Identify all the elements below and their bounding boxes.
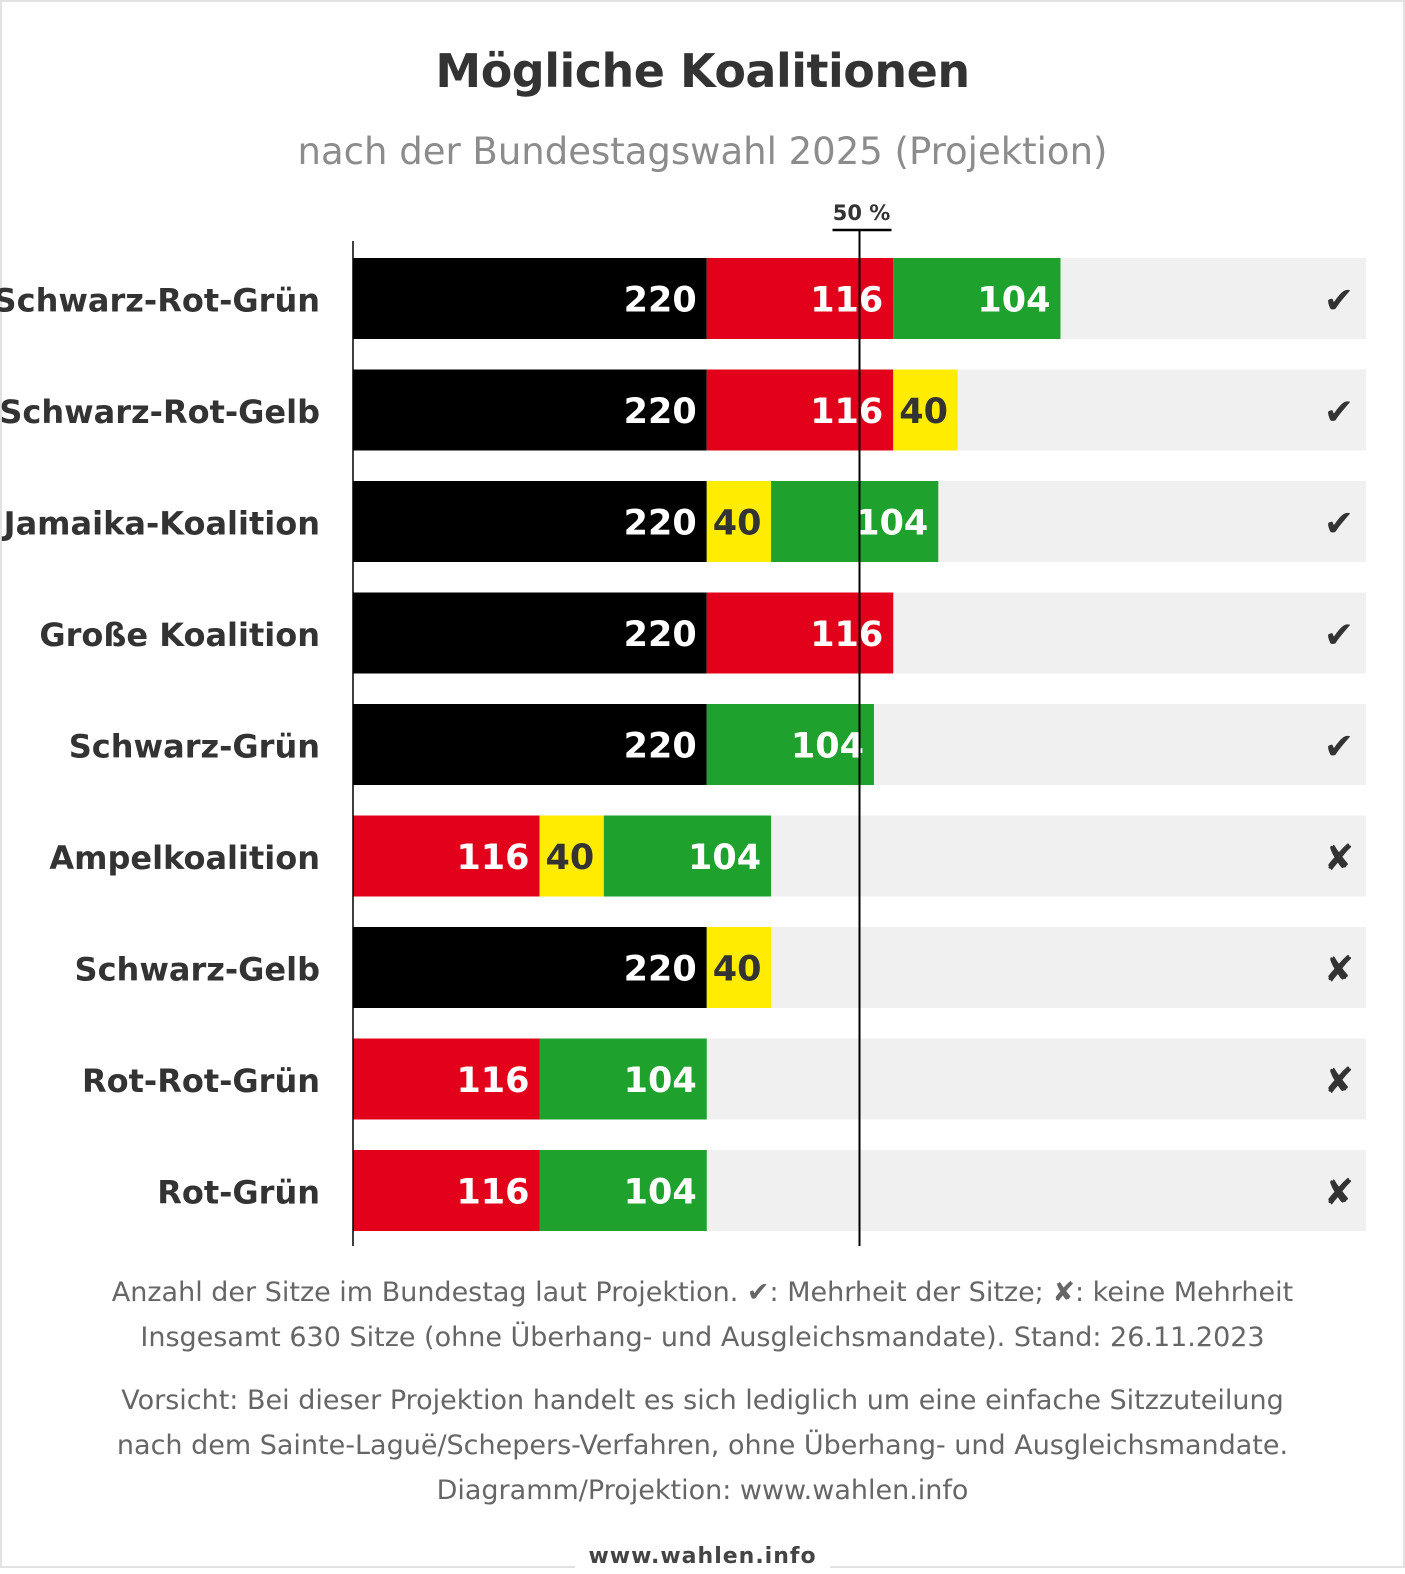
data-label-ampelkoalition-3: 104 [688, 838, 761, 878]
bar-segment-rot-rot-gruen-3 [539, 1038, 707, 1120]
bar-segment-ampelkoalition-3 [603, 815, 772, 897]
bar-segment-schwarz-rot-gruen-2 [706, 258, 894, 339]
data-label-rot-rot-gruen-1: 116 [456, 1061, 529, 1101]
chart-subtitle: nach der Bundestagswahl 2025 (Projektion… [297, 130, 1108, 173]
data-label-ampelkoalition-1: 116 [456, 838, 529, 878]
footnote-line-2: Insgesamt 630 Sitze (ohne Überhang- und … [140, 1322, 1265, 1353]
row-label-schwarz-gruen: Schwarz-Grün [69, 728, 320, 766]
data-label-schwarz-rot-gelb-2: 116 [810, 392, 883, 432]
check-icon: ✔ [1324, 727, 1354, 768]
data-label-jamaika-koalition-1: 220 [624, 504, 697, 544]
bar-segment-rot-gruen-1 [353, 1150, 540, 1231]
bar-segment-grosse-koalition-1 [353, 592, 707, 674]
footnote-line-1: Anzahl der Sitze im Bundestag laut Proje… [111, 1277, 1294, 1308]
footnote-legend: Anzahl der Sitze im Bundestag laut Proje… [0, 1270, 1405, 1360]
brand-watermark: www.wahlen.info [575, 1544, 830, 1574]
majority-line-label: 50 % [833, 201, 891, 225]
bar-segment-schwarz-gelb-1 [353, 927, 707, 1008]
bar-segment-schwarz-gelb-2 [706, 927, 772, 1008]
bar-segment-schwarz-rot-gelb-1 [353, 369, 707, 451]
check-icon: ✔ [1324, 504, 1354, 545]
check-icon: ✔ [1324, 392, 1354, 433]
bar-segment-ampelkoalition-1 [353, 815, 540, 897]
footnote-disclaimer: Vorsicht: Bei dieser Projektion handelt … [0, 1378, 1405, 1513]
data-label-schwarz-gelb-1: 220 [624, 950, 697, 990]
cross-icon: ✘ [1324, 838, 1354, 879]
bar-segment-grosse-koalition-2 [706, 592, 894, 674]
bar-segment-schwarz-gruen-2 [706, 704, 874, 785]
row-label-ampelkoalition: Ampelkoalition [49, 839, 320, 877]
footnote-line-5: Diagramm/Projektion: www.wahlen.info [436, 1475, 969, 1506]
cross-icon: ✘ [1324, 1061, 1354, 1102]
check-icon: ✔ [1324, 281, 1354, 322]
data-label-rot-gruen-1: 116 [456, 1173, 529, 1213]
data-label-schwarz-gelb-2: 40 [713, 950, 762, 990]
row-label-schwarz-gelb: Schwarz-Gelb [75, 951, 320, 989]
bar-segment-jamaika-koalition-2 [706, 481, 772, 562]
row-label-grosse-koalition: Große Koalition [39, 616, 320, 654]
bar-segment-ampelkoalition-2 [539, 815, 604, 897]
row-label-schwarz-rot-gruen: Schwarz-Rot-Grün [0, 282, 320, 320]
data-label-schwarz-gruen-2: 104 [791, 727, 864, 767]
cross-icon: ✘ [1324, 950, 1354, 991]
data-label-schwarz-gruen-1: 220 [624, 727, 697, 767]
data-label-ampelkoalition-2: 40 [546, 838, 595, 878]
data-label-rot-gruen-2: 104 [624, 1173, 697, 1213]
bar-segment-schwarz-gruen-1 [353, 704, 707, 785]
bar-segment-schwarz-rot-gruen-3 [893, 258, 1061, 339]
data-label-schwarz-rot-gruen-1: 220 [624, 281, 697, 321]
row-label-rot-gruen: Rot-Grün [157, 1174, 320, 1212]
data-label-schwarz-rot-gruen-2: 116 [810, 281, 883, 321]
data-label-grosse-koalition-1: 220 [624, 615, 697, 655]
bar-segment-schwarz-rot-gelb-3 [893, 369, 958, 451]
bar-segment-schwarz-rot-gruen-1 [353, 258, 707, 339]
row-label-rot-rot-gruen: Rot-Rot-Grün [82, 1062, 320, 1100]
data-label-rot-rot-gruen-3: 104 [624, 1061, 697, 1101]
bar-segment-jamaika-koalition-1 [353, 481, 707, 562]
data-label-grosse-koalition-2: 116 [810, 615, 883, 655]
data-label-schwarz-rot-gelb-1: 220 [624, 392, 697, 432]
footnote-line-3: Vorsicht: Bei dieser Projektion handelt … [121, 1385, 1284, 1416]
row-label-schwarz-rot-gelb: Schwarz-Rot-Gelb [0, 393, 320, 431]
cross-icon: ✘ [1324, 1173, 1354, 1214]
check-icon: ✔ [1324, 615, 1354, 656]
chart-title: Mögliche Koalitionen [435, 44, 970, 98]
data-label-schwarz-rot-gelb-3: 40 [899, 392, 948, 432]
bar-segment-rot-rot-gruen-1 [353, 1038, 540, 1120]
bar-segment-rot-gruen-2 [539, 1150, 707, 1231]
data-label-schwarz-rot-gruen-3: 104 [977, 281, 1050, 321]
data-label-jamaika-koalition-3: 104 [855, 504, 928, 544]
bar-segment-jamaika-koalition-3 [771, 481, 939, 562]
data-label-jamaika-koalition-2: 40 [713, 504, 762, 544]
footnote-line-4: nach dem Sainte-Laguë/Schepers-Verfahren… [116, 1430, 1289, 1461]
bar-segment-schwarz-rot-gelb-2 [706, 369, 894, 451]
row-label-jamaika-koalition: Jamaika-Koalition [2, 505, 320, 543]
